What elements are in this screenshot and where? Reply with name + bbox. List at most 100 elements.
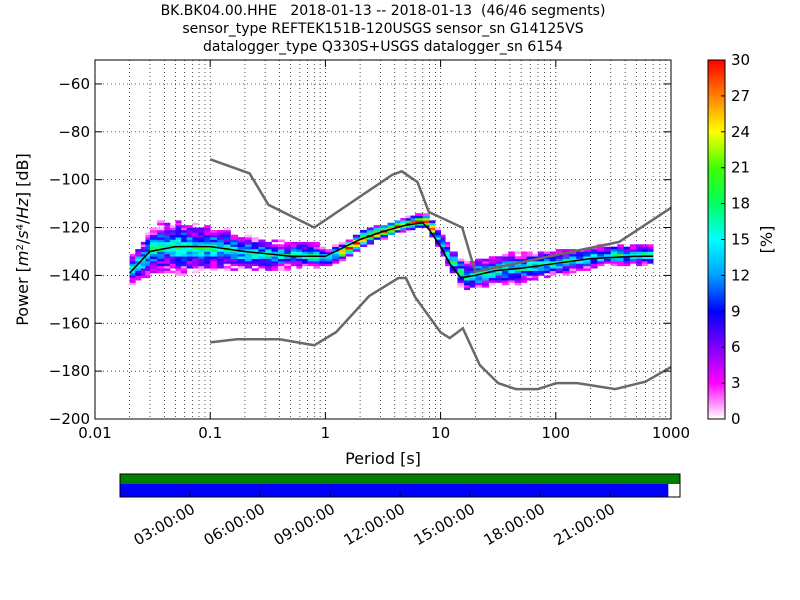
psd-cell — [204, 263, 211, 267]
psd-cell — [149, 270, 158, 274]
psd-cell — [140, 246, 146, 250]
psd-cell — [583, 258, 591, 262]
psd-cell — [145, 244, 151, 247]
psd-cell — [210, 265, 218, 269]
psd-cell — [380, 232, 388, 236]
psd-cell — [290, 249, 297, 252]
psd-cell — [464, 277, 471, 281]
psd-cell — [464, 261, 471, 264]
psd-cell — [157, 232, 165, 236]
psd-cell — [562, 258, 570, 262]
psd-cell — [366, 241, 375, 245]
psd-cell — [164, 256, 171, 259]
psd-cell — [475, 277, 483, 281]
y-tick-label: −200 — [49, 410, 90, 428]
psd-cell — [457, 263, 465, 267]
psd-cell — [521, 270, 528, 274]
psd-cell — [307, 249, 314, 252]
psd-cell — [380, 234, 388, 238]
psd-cell — [319, 263, 326, 267]
psd-cell — [157, 251, 165, 255]
psd-cell — [508, 258, 516, 262]
psd-cell — [145, 273, 151, 276]
psd-cell — [164, 265, 171, 269]
colorbar-tick-label: 15 — [731, 231, 750, 249]
psd-cell — [501, 253, 509, 257]
psd-cell — [457, 277, 465, 281]
psd-cell — [169, 256, 176, 259]
psd-cell — [284, 244, 292, 247]
psd-cell — [157, 261, 165, 264]
psd-cell — [135, 256, 142, 259]
psd-cell — [204, 256, 211, 259]
psd-cell — [405, 215, 411, 219]
psd-cell — [641, 261, 648, 264]
psd-cell — [265, 263, 272, 267]
psd-cell — [641, 253, 648, 257]
psd-cell — [617, 253, 624, 257]
psd-cell — [244, 237, 253, 240]
psd-cell — [296, 249, 303, 252]
psd-cell — [149, 241, 158, 245]
psd-cell — [360, 239, 368, 243]
psd-cell — [569, 268, 577, 271]
psd-cell — [169, 237, 176, 240]
psd-cell — [543, 251, 551, 255]
psd-cell — [175, 239, 182, 243]
psd-cell — [181, 232, 188, 236]
psd-cell — [198, 261, 205, 264]
psd-cell — [149, 256, 158, 259]
psd-cell — [508, 261, 516, 264]
psd-cell — [629, 246, 637, 250]
psd-cell — [157, 220, 165, 224]
psd-cell — [562, 270, 570, 274]
time-tick-label: 06:00:00 — [201, 500, 268, 549]
psd-cell — [258, 249, 266, 252]
psd-cell — [636, 258, 643, 262]
psd-cell — [590, 256, 598, 259]
psd-cell — [549, 263, 557, 267]
psd-cell — [488, 280, 496, 283]
psd-cell — [204, 234, 211, 238]
psd-cell — [405, 227, 411, 231]
psd-cell — [198, 246, 205, 250]
psd-cell — [641, 258, 648, 262]
psd-cell — [192, 246, 199, 250]
psd-cell — [488, 268, 496, 271]
psd-cell — [230, 263, 239, 267]
psd-cell — [537, 265, 545, 269]
psd-cell — [549, 251, 557, 255]
psd-cell — [181, 261, 188, 264]
psd-cell — [164, 237, 171, 240]
psd-cell — [129, 253, 136, 257]
psd-cell — [400, 222, 407, 226]
psd-cell — [129, 265, 136, 269]
psd-cell — [623, 253, 631, 257]
psd-cell — [623, 249, 631, 252]
psd-cell — [325, 261, 333, 264]
psd-cell — [198, 258, 205, 262]
psd-cell — [532, 256, 539, 259]
psd-cell — [526, 268, 533, 271]
psd-cell — [230, 258, 239, 262]
psd-cell — [555, 268, 563, 271]
psd-cell — [230, 244, 239, 247]
psd-cell — [169, 265, 176, 269]
psd-cell — [332, 258, 340, 262]
psd-cell — [149, 251, 158, 255]
psd-cell — [164, 239, 171, 243]
psd-cell — [495, 273, 503, 276]
psd-cell — [192, 237, 199, 240]
psd-cell — [175, 225, 182, 228]
psd-cell — [244, 253, 253, 257]
psd-cell — [169, 263, 176, 267]
psd-cell — [216, 232, 225, 236]
psd-cell — [464, 273, 471, 276]
psd-cell — [145, 249, 151, 252]
psd-cell — [181, 225, 188, 228]
psd-cell — [636, 263, 643, 267]
psd-cell — [140, 249, 146, 252]
psd-cell — [181, 237, 188, 240]
time-tick-label: 12:00:00 — [341, 500, 408, 549]
psd-cell — [514, 256, 522, 259]
